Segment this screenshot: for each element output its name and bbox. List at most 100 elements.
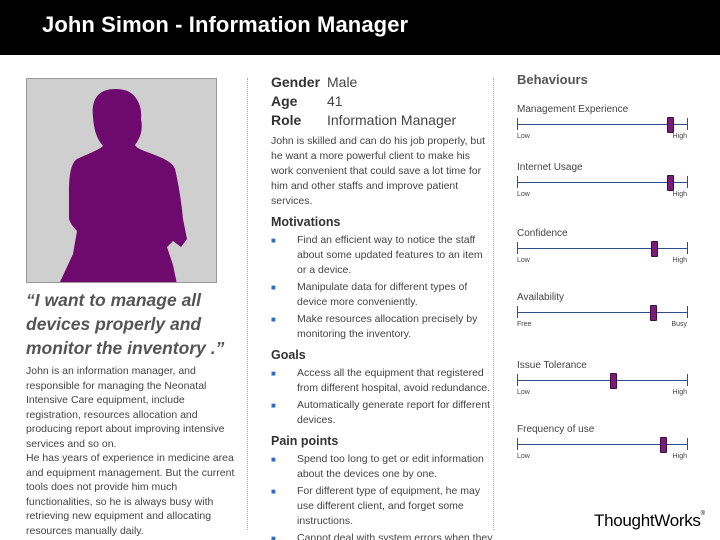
behaviour-slider-availability: Availability Free Busy xyxy=(517,292,689,328)
slider-min-label: Low xyxy=(517,453,530,460)
slider-label: Internet Usage xyxy=(517,162,583,173)
bullet-icon: ■ xyxy=(271,369,276,378)
details-column: Gender Male Age 41 Role Information Mana… xyxy=(271,73,493,540)
slider-label: Issue Tolerance xyxy=(517,360,587,371)
slider-min-label: Low xyxy=(517,257,530,264)
pain-points-heading: Pain points xyxy=(271,434,339,448)
age-value: 41 xyxy=(327,93,343,109)
motivation-text: Find an efficient way to notice the staf… xyxy=(297,234,483,276)
avatar xyxy=(26,78,217,283)
slider-track xyxy=(517,444,687,445)
slider-cap xyxy=(517,306,518,318)
slider-max-label: High xyxy=(672,453,687,460)
goal-text: Access all the equipment that registered… xyxy=(297,367,491,394)
slider-thumb xyxy=(651,241,659,257)
pain-point-text: Spend too long to get or edit informatio… xyxy=(297,453,484,480)
page-title: John Simon - Information Manager xyxy=(42,12,409,37)
bullet-icon: ■ xyxy=(271,534,276,540)
behaviour-slider-issue-tolerance: Issue Tolerance Low High xyxy=(517,360,689,396)
slider-track xyxy=(517,312,687,313)
slider-thumb xyxy=(666,117,674,133)
slider-cap xyxy=(517,374,518,386)
gender-label: Gender xyxy=(271,74,321,90)
slider-max-label: High xyxy=(672,191,687,198)
gender-value: Male xyxy=(327,74,358,90)
slider-max-label: High xyxy=(672,389,687,396)
list-item: ■ Cannot deal with system errors when the… xyxy=(271,531,493,540)
bio-paragraph: He has years of experience in medicine a… xyxy=(26,452,235,537)
slider-cap xyxy=(687,176,688,188)
slider-cap xyxy=(517,242,518,254)
motivation-text: Manipulate data for different types of d… xyxy=(297,281,468,308)
list-item: ■ Automatically generate report for diffe… xyxy=(271,398,493,428)
goals-heading: Goals xyxy=(271,348,306,362)
list-item: ■ Manipulate data for different types of … xyxy=(271,280,493,310)
slider-cap xyxy=(687,118,688,130)
behaviours-heading: Behaviours xyxy=(517,72,588,87)
behaviours-column: Behaviours Management Experience Low Hig… xyxy=(517,72,697,460)
logo-text: ThoughtWorks xyxy=(594,511,701,530)
pain-point-text: For different type of equipment, he may … xyxy=(297,485,481,527)
slider-label: Management Experience xyxy=(517,104,629,115)
slider-thumb xyxy=(610,373,618,389)
bullet-icon: ■ xyxy=(271,315,276,324)
slider-cap xyxy=(517,118,518,130)
bullet-icon: ■ xyxy=(271,455,276,464)
slider-min-label: Low xyxy=(517,191,530,198)
list-item: ■ Find an efficient way to notice the sta… xyxy=(271,233,493,278)
trademark-mark: ® xyxy=(700,511,705,517)
age-label: Age xyxy=(271,93,298,109)
column-divider xyxy=(493,78,494,530)
bullet-icon: ■ xyxy=(271,401,276,410)
list-item: ■ Access all the equipment that registere… xyxy=(271,366,493,396)
bullet-icon: ■ xyxy=(271,236,276,245)
pain-point-text: Cannot deal with system errors when they… xyxy=(297,532,493,540)
thoughtworks-logo: ThoughtWorks® xyxy=(594,511,705,531)
slider-cap xyxy=(687,242,688,254)
slider-label: Frequency of use xyxy=(517,424,595,435)
slider-min-label: Low xyxy=(517,389,530,396)
column-divider xyxy=(247,78,248,530)
behaviour-slider-internet-usage: Internet Usage Low High xyxy=(517,162,689,198)
slider-cap xyxy=(687,438,688,450)
slider-cap xyxy=(517,438,518,450)
persona-bio: John is an information manager, and resp… xyxy=(26,364,238,538)
slider-track xyxy=(517,248,687,249)
motivation-text: Make resources allocation precisely by m… xyxy=(297,313,478,340)
list-item: ■ Make resources allocation precisely by … xyxy=(271,312,493,342)
age-row: Age 41 xyxy=(271,92,493,111)
slider-thumb xyxy=(649,305,657,321)
bullet-icon: ■ xyxy=(271,487,276,496)
list-item: ■ Spend too long to get or edit informati… xyxy=(271,452,493,482)
slider-cap xyxy=(517,176,518,188)
slider-label: Confidence xyxy=(517,228,568,239)
goal-text: Automatically generate report for differ… xyxy=(297,399,490,426)
slider-cap xyxy=(687,374,688,386)
role-row: Role Information Manager xyxy=(271,111,493,130)
bio-paragraph: John is an information manager, and resp… xyxy=(26,365,225,450)
role-value: Information Manager xyxy=(327,112,457,128)
pain-points-list: ■ Spend too long to get or edit informati… xyxy=(271,452,493,540)
motivations-heading: Motivations xyxy=(271,215,341,229)
slider-max-label: High xyxy=(672,133,687,140)
role-label: Role xyxy=(271,112,302,128)
slider-max-label: High xyxy=(672,257,687,264)
slider-label: Availability xyxy=(517,292,565,303)
header-bar: John Simon - Information Manager xyxy=(0,0,720,55)
bullet-icon: ■ xyxy=(271,283,276,292)
silhouette-icon xyxy=(59,89,187,282)
slider-min-label: Low xyxy=(517,133,530,140)
persona-description: John is skilled and can do his job prope… xyxy=(271,135,486,207)
gender-row: Gender Male xyxy=(271,73,493,92)
slider-track xyxy=(517,182,687,183)
slider-track xyxy=(517,380,687,381)
behaviour-slider-confidence: Confidence Low High xyxy=(517,228,689,264)
slider-min-label: Free xyxy=(517,321,532,328)
slider-max-label: Busy xyxy=(671,321,687,328)
slider-thumb xyxy=(659,437,667,453)
slider-track xyxy=(517,124,687,125)
slider-thumb xyxy=(666,175,674,191)
slider-cap xyxy=(687,306,688,318)
behaviour-slider-management-experience: Management Experience Low High xyxy=(517,104,689,140)
goals-list: ■ Access all the equipment that registere… xyxy=(271,366,493,428)
